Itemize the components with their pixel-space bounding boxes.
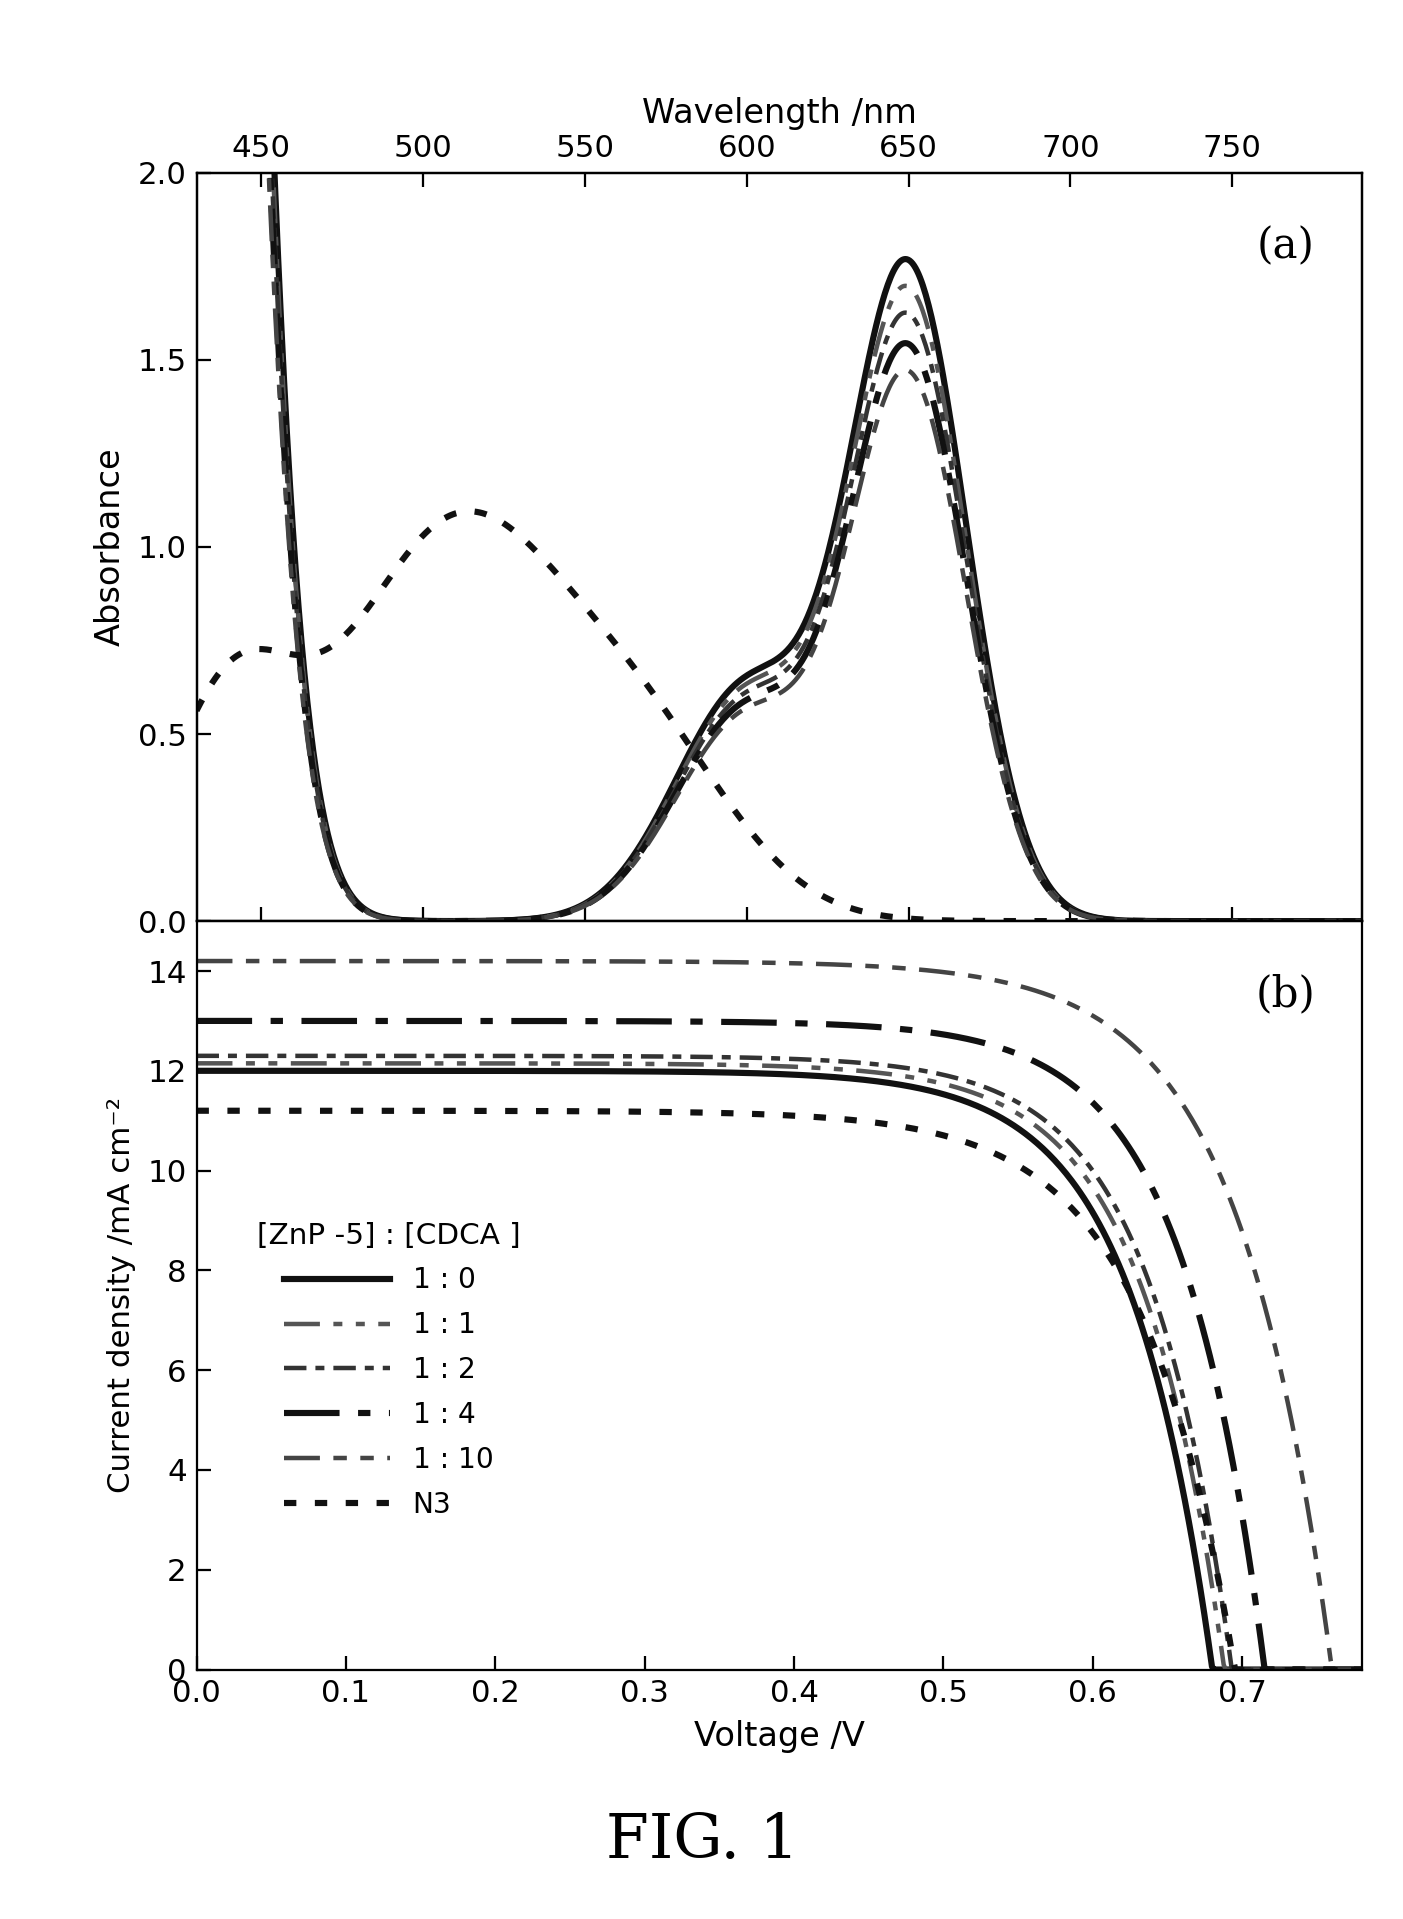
Y-axis label: Absorbance: Absorbance: [93, 447, 126, 647]
Y-axis label: Current density /mA cm⁻²: Current density /mA cm⁻²: [107, 1098, 136, 1493]
Text: FIG. 1: FIG. 1: [605, 1812, 798, 1871]
Legend: 1 : 0, 1 : 1, 1 : 2, 1 : 4, 1 : 10, N3: 1 : 0, 1 : 1, 1 : 2, 1 : 4, 1 : 10, N3: [246, 1211, 532, 1529]
X-axis label: Wavelength /nm: Wavelength /nm: [641, 96, 916, 130]
Text: (a): (a): [1256, 225, 1315, 267]
X-axis label: Voltage /V: Voltage /V: [693, 1719, 864, 1752]
Text: (b): (b): [1256, 973, 1315, 1015]
